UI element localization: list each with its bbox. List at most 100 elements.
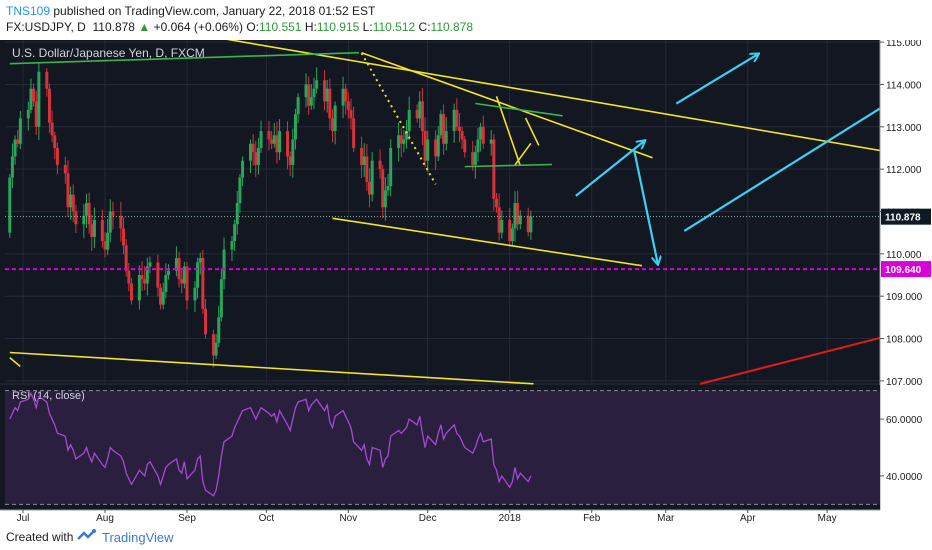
time-tick-label: Jul	[17, 513, 30, 523]
candle-body	[222, 249, 226, 280]
candle-body	[90, 224, 94, 237]
projection-arrow	[632, 149, 658, 264]
candle-body	[494, 198, 498, 208]
candle-body	[166, 270, 170, 276]
candle-body	[32, 88, 36, 102]
candle-body	[111, 211, 115, 216]
candle-body	[159, 287, 163, 305]
candle-body	[18, 118, 22, 144]
candle-body	[82, 215, 86, 225]
candle-body	[198, 258, 202, 263]
high-value: 110.915	[316, 20, 360, 34]
trendline-yellow	[9, 351, 534, 385]
candle-body	[436, 135, 440, 157]
candle-body	[389, 147, 393, 187]
candle-body	[397, 135, 401, 148]
candle-body	[196, 262, 200, 288]
candle-body	[106, 232, 110, 250]
candle-body	[508, 219, 512, 242]
candle-body	[13, 139, 17, 157]
candle-body	[148, 262, 152, 267]
candle-body	[84, 203, 88, 216]
time-tick-label: 2018	[499, 513, 522, 523]
last-price-badge	[881, 208, 931, 225]
candle-body	[16, 139, 20, 144]
high-label: H:	[304, 20, 317, 34]
candle-body	[217, 317, 221, 343]
author-link[interactable]: TNS109	[6, 4, 51, 18]
candle-body	[248, 143, 252, 161]
candle-body	[381, 169, 385, 208]
rsi-line	[9, 391, 532, 497]
candle-body	[426, 139, 430, 161]
candle-body	[140, 275, 144, 280]
candle-body	[442, 114, 446, 144]
candle-body	[256, 147, 260, 165]
candle-body	[497, 207, 501, 233]
support-badge	[881, 261, 931, 278]
candle-body	[333, 105, 337, 132]
candle-body	[219, 279, 223, 318]
candle-body	[383, 190, 387, 208]
candle-body	[330, 118, 334, 132]
trendline-green	[464, 163, 553, 168]
candle-body	[103, 241, 107, 250]
candle-body	[344, 88, 348, 102]
candle-body	[362, 156, 366, 165]
candle-body	[185, 266, 189, 301]
candle-body	[352, 118, 356, 148]
candle-body	[518, 215, 522, 225]
candle-body	[399, 135, 403, 144]
candle-body	[278, 131, 282, 153]
candle-body	[137, 275, 141, 301]
candle-body	[513, 203, 517, 229]
candle-body	[235, 203, 239, 225]
candle-body	[71, 194, 75, 212]
candle-body	[492, 139, 496, 199]
candle-body	[341, 88, 345, 106]
candle-body	[66, 173, 70, 208]
candle-body	[122, 228, 126, 246]
candle-body	[161, 291, 165, 305]
candle-body	[402, 139, 406, 144]
price-tick-label: 110.000	[886, 250, 922, 261]
time-tick-label: Dec	[419, 513, 437, 523]
candle-body	[37, 71, 41, 127]
trendline-yellow	[226, 40, 923, 159]
time-tick-label: Aug	[96, 513, 114, 523]
candle-body	[241, 160, 245, 178]
candle-body	[407, 109, 411, 132]
candle-body	[405, 131, 409, 140]
candle-body	[471, 152, 475, 165]
candle-body	[510, 228, 514, 242]
candle-body	[325, 88, 329, 102]
time-tick-label: Apr	[740, 513, 756, 523]
candle-body	[201, 258, 205, 309]
price-tick-label: 108.000	[886, 335, 923, 346]
candle-body	[516, 203, 520, 225]
candle-body	[92, 219, 96, 237]
tradingview-logo-icon	[77, 529, 96, 540]
candle-body	[296, 97, 300, 115]
candle-body	[307, 84, 311, 106]
candle-body	[368, 181, 372, 195]
candle-body	[45, 71, 49, 89]
price-tick-label: 107.000	[886, 377, 923, 388]
candle-body	[143, 279, 147, 284]
candle-body	[145, 266, 149, 284]
trendline-yellow	[360, 52, 437, 185]
rsi-tick-label: 60.0000	[886, 415, 923, 426]
candle-body	[233, 224, 237, 242]
time-axis	[0, 510, 932, 523]
candle-body	[365, 156, 369, 182]
candle-body	[34, 101, 38, 127]
candle-body	[254, 152, 258, 165]
publish-header: TNS109 published on TradingView.com, Jan…	[0, 0, 932, 40]
tradingview-brand[interactable]: TradingView	[102, 530, 174, 545]
candle-body	[87, 203, 91, 225]
candle-body	[312, 88, 316, 98]
candle-body	[29, 88, 33, 110]
candle-body	[182, 266, 186, 284]
candle-body	[251, 143, 255, 153]
chart-canvas[interactable]: U.S. Dollar/Japanese Yen, D, FXCM 115.000…	[0, 40, 932, 523]
